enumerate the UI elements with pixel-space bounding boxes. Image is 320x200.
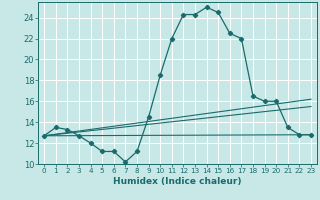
X-axis label: Humidex (Indice chaleur): Humidex (Indice chaleur) xyxy=(113,177,242,186)
